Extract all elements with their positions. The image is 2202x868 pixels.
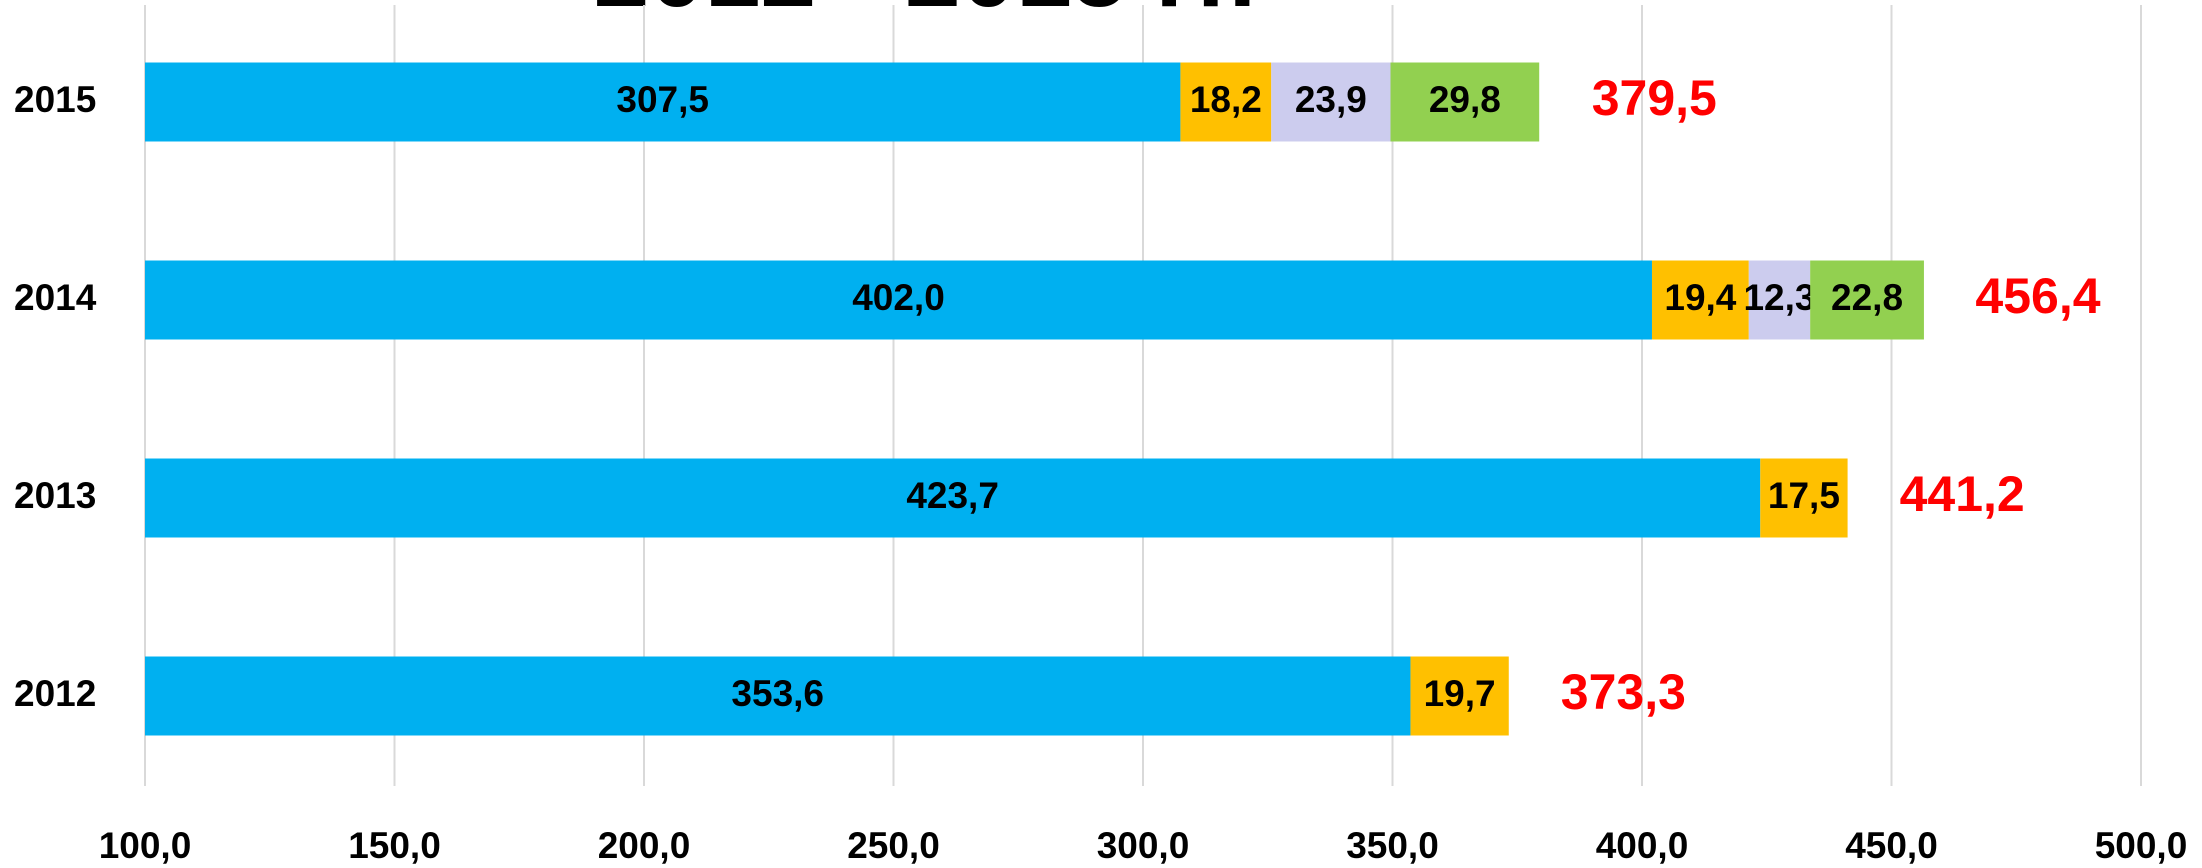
bar-segment: [1748, 260, 1811, 340]
chart-title: 2012 - 2015 гг.: [594, 0, 1257, 28]
bar-segment: [145, 260, 1652, 340]
x-tick-label: 300,0: [1097, 825, 1190, 866]
data-label: 307,5: [616, 79, 709, 120]
bar-segment: [145, 458, 1761, 538]
data-label: 353,6: [731, 673, 824, 714]
y-tick-label: 2013: [14, 475, 96, 516]
bar-segment: [1760, 458, 1848, 538]
data-label: 22,8: [1831, 277, 1903, 318]
bar-segment: [1410, 656, 1509, 736]
x-tick-label: 500,0: [2095, 825, 2188, 866]
data-label: 19,4: [1664, 277, 1736, 318]
bar-segment: [1651, 260, 1749, 340]
y-tick-label: 2014: [14, 277, 97, 318]
total-label: 441,2: [1900, 466, 2025, 522]
x-tick-label: 250,0: [847, 825, 940, 866]
total-label: 456,4: [1975, 268, 2100, 324]
x-tick-label: 350,0: [1346, 825, 1439, 866]
bar-segment: [1810, 260, 1924, 340]
data-label: 18,2: [1190, 79, 1262, 120]
x-tick-label: 150,0: [348, 825, 441, 866]
y-tick-label: 2012: [14, 673, 96, 714]
bar-segment: [145, 62, 1181, 142]
x-tick-label: 400,0: [1596, 825, 1689, 866]
bar-segment: [1271, 62, 1391, 142]
data-label: 19,7: [1424, 673, 1496, 714]
data-label: 423,7: [906, 475, 999, 516]
data-label: 29,8: [1429, 79, 1501, 120]
y-tick-label: 2015: [14, 79, 96, 120]
total-label: 373,3: [1561, 664, 1686, 720]
bar-segment: [1180, 62, 1272, 142]
data-label: 23,9: [1295, 79, 1367, 120]
bar-segment: [1390, 62, 1540, 142]
total-label: 379,5: [1592, 70, 1717, 126]
data-label: 402,0: [852, 277, 945, 318]
x-tick-label: 100,0: [99, 825, 192, 866]
x-tick-label: 200,0: [598, 825, 691, 866]
data-label: 12,3: [1743, 277, 1815, 318]
bar-segment: [145, 656, 1411, 736]
x-tick-label: 450,0: [1845, 825, 1938, 866]
data-label: 17,5: [1768, 475, 1840, 516]
